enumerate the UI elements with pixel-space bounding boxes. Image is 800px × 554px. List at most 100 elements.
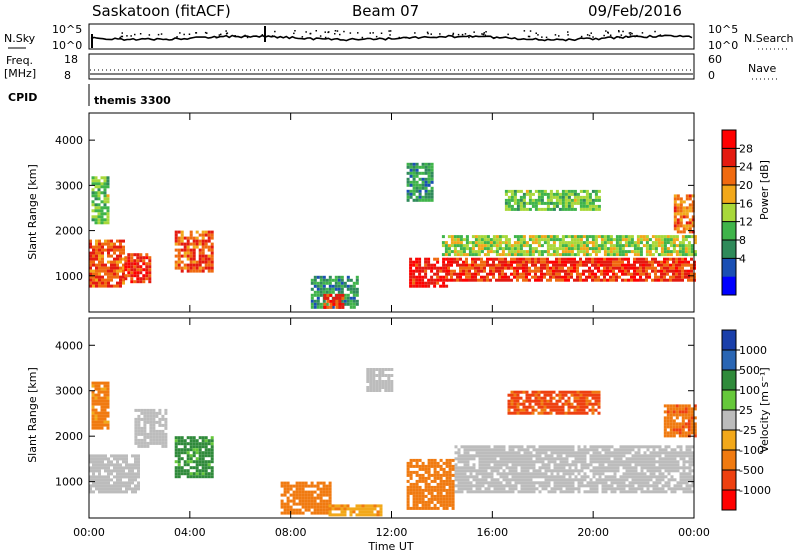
power-cell — [678, 266, 681, 270]
power-cell — [675, 260, 678, 264]
velocity-cell — [137, 457, 140, 461]
velocity-cell — [547, 454, 551, 458]
power-cell — [198, 239, 202, 243]
power-cell — [136, 259, 140, 263]
power-cell — [424, 171, 428, 175]
power-cell — [338, 305, 342, 309]
power-cell — [148, 262, 152, 266]
velocity-cell — [541, 463, 545, 467]
velocity-cell — [535, 487, 539, 491]
power-cell — [198, 242, 202, 246]
velocity-cell — [116, 457, 119, 461]
velocity-cell — [646, 490, 650, 494]
power-cell — [94, 203, 98, 207]
velocity-colorbar-swatch — [722, 410, 736, 431]
power-cell — [430, 275, 434, 279]
velocity-cell — [319, 493, 323, 497]
power-cell — [465, 269, 468, 273]
velocity-cell — [511, 448, 515, 452]
velocity-cell — [439, 503, 443, 507]
velocity-cell — [661, 478, 665, 482]
velocity-cell — [177, 466, 181, 470]
velocity-cell — [493, 448, 497, 452]
velocity-cell — [490, 478, 494, 482]
velocity-cell — [195, 457, 199, 461]
power-cell — [679, 221, 683, 225]
velocity-cell — [574, 487, 578, 491]
power-cell — [516, 269, 519, 273]
velocity-cell — [585, 399, 589, 403]
power-cell — [346, 302, 350, 306]
power-cell — [504, 260, 507, 264]
power-cell — [107, 251, 110, 255]
power-cell — [534, 257, 537, 261]
velocity-cell — [493, 457, 497, 461]
power-cell — [424, 192, 428, 196]
power-cell — [471, 275, 474, 279]
velocity-cell — [204, 463, 208, 467]
power-cell — [588, 266, 591, 270]
velocity-cell — [690, 407, 694, 411]
power-cell — [177, 260, 181, 264]
power-cell — [648, 250, 652, 254]
velocity-cell — [406, 488, 410, 492]
power-cell — [418, 195, 422, 199]
velocity-cell — [592, 472, 596, 476]
velocity-cell — [460, 466, 464, 470]
power-cell — [343, 299, 347, 303]
velocity-cell — [613, 466, 617, 470]
power-cell — [558, 275, 561, 279]
power-cell — [119, 257, 122, 261]
power-cell — [192, 269, 196, 273]
velocity-cell — [496, 487, 500, 491]
power-cell — [122, 269, 125, 273]
power-cell — [415, 165, 419, 169]
power-cell — [558, 207, 562, 211]
velocity-cell — [570, 390, 574, 394]
power-cell — [513, 260, 516, 264]
power-cell — [597, 260, 600, 264]
velocity-cell — [110, 472, 113, 476]
power-cell — [334, 287, 338, 291]
velocity-cell — [89, 478, 92, 482]
power-cell — [201, 230, 205, 234]
velocity-cell — [580, 463, 584, 467]
velocity-cell — [538, 457, 542, 461]
velocity-cell — [149, 408, 153, 412]
power-cell — [600, 241, 604, 245]
power-cell — [564, 244, 568, 248]
power-cell — [681, 241, 685, 245]
velocity-cell — [313, 511, 317, 515]
velocity-cell — [469, 466, 473, 470]
velocity-cell — [164, 435, 168, 439]
velocity-cell — [415, 464, 419, 468]
velocity-cell — [366, 371, 370, 374]
velocity-cell — [681, 413, 685, 417]
power-cell — [415, 281, 419, 285]
power-cell — [579, 247, 583, 251]
power-cell — [673, 218, 677, 222]
velocity-cell — [496, 454, 500, 458]
power-cell — [107, 239, 110, 243]
velocity-cell — [116, 478, 119, 482]
velocity-cell — [646, 463, 650, 467]
velocity-cell — [646, 484, 650, 488]
power-cell — [690, 269, 693, 273]
power-cell — [133, 265, 137, 269]
power-cell — [207, 239, 211, 243]
power-cell — [525, 241, 529, 245]
power-cell — [352, 305, 356, 309]
velocity-cell — [186, 463, 190, 467]
power-cell — [418, 260, 422, 264]
power-cell — [666, 278, 669, 282]
velocity-cell — [198, 445, 202, 449]
velocity-cell — [134, 435, 138, 439]
power-cell — [409, 284, 413, 288]
power-cell — [113, 242, 116, 246]
velocity-cell — [119, 490, 122, 494]
velocity-cell — [535, 451, 539, 455]
velocity-cell — [463, 451, 467, 455]
power-cell — [540, 198, 544, 202]
velocity-cell — [421, 500, 425, 504]
power-cell — [555, 263, 558, 267]
